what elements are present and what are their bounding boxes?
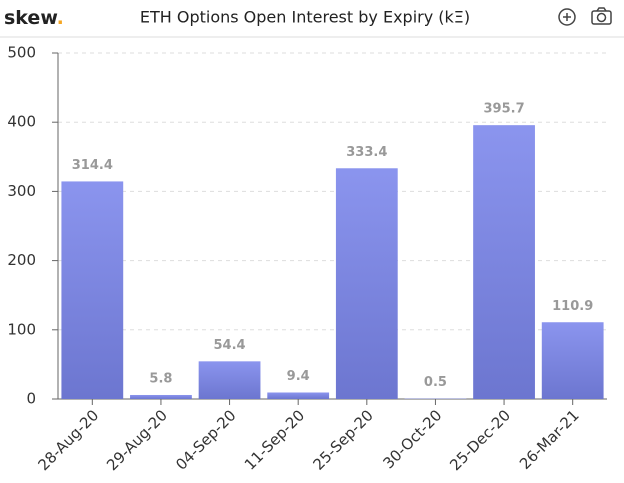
logo-dot: . [57,7,64,29]
y-tick-label: 400 [7,113,36,131]
logo: skew. [4,7,64,29]
x-tick-label: 28-Aug-20 [34,406,102,474]
y-tick-label: 0 [26,390,36,408]
x-tick-label: 25-Sep-20 [309,406,376,473]
bar-shade [473,125,535,399]
y-tick-label: 300 [7,182,36,200]
value-label: 9.4 [287,369,310,384]
zoom-icon[interactable] [558,8,576,26]
value-label: 395.7 [484,102,525,117]
logo-name: skew [4,7,57,29]
bar-shade [267,392,330,399]
x-tick-label: 29-Aug-20 [103,406,171,474]
bar-shade [335,168,398,399]
y-tick-label: 100 [7,320,36,338]
x-tick-label: 26-Mar-21 [516,406,583,473]
value-label: 54.4 [214,338,246,353]
bar-shade [198,361,261,399]
x-tick-label: 11-Sep-20 [241,406,308,473]
y-tick-label: 200 [7,251,36,269]
value-label: 314.4 [72,158,113,173]
x-tick-label: 04-Sep-20 [172,406,239,473]
bar-shade [130,394,192,399]
value-label: 333.4 [346,145,387,160]
bar-shade [541,322,604,399]
y-tick-label: 500 [7,44,36,62]
value-label: 110.9 [552,299,593,314]
chart-title: ETH Options Open Interest by Expiry (kΞ) [140,8,470,27]
value-label: 5.8 [149,371,172,386]
bar-shade [61,181,124,399]
camera-icon[interactable] [591,7,612,25]
x-tick-label: 30-Oct-20 [379,406,445,472]
x-tick-label: 25-Dec-20 [446,406,514,474]
value-label: 0.5 [424,375,447,390]
